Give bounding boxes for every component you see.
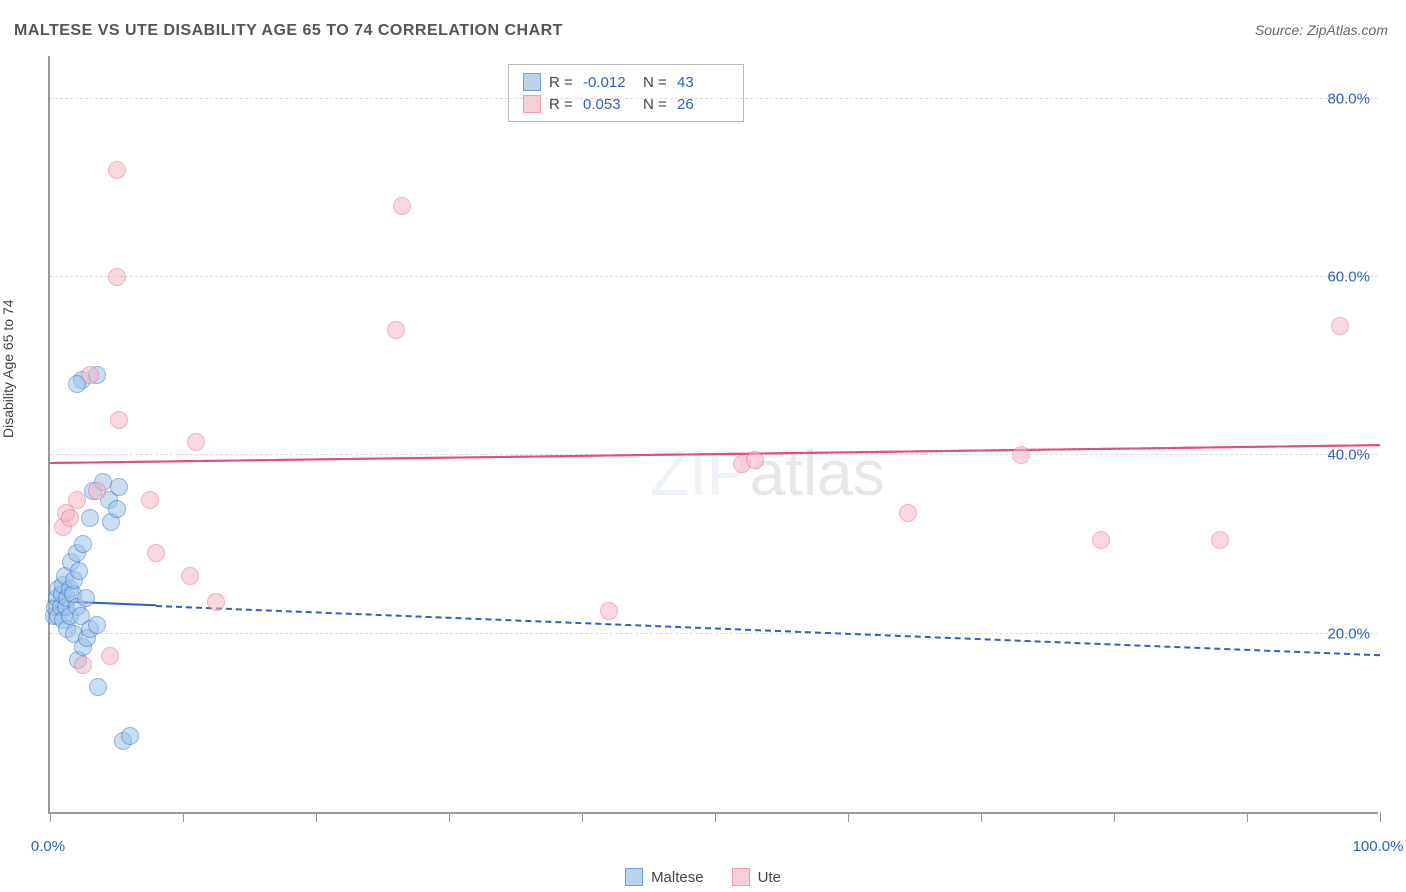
data-point xyxy=(108,268,126,286)
y-axis-label: Disability Age 65 to 74 xyxy=(0,299,16,438)
chart-title: MALTESE VS UTE DISABILITY AGE 65 TO 74 C… xyxy=(14,22,563,40)
source-label: Source: ZipAtlas.com xyxy=(1255,22,1388,38)
data-point xyxy=(746,451,764,469)
x-tick xyxy=(1247,812,1248,822)
data-point xyxy=(68,491,86,509)
data-point xyxy=(1211,531,1229,549)
data-point xyxy=(387,321,405,339)
data-point xyxy=(207,593,225,611)
x-tick xyxy=(449,812,450,822)
data-point xyxy=(74,656,92,674)
data-point xyxy=(1092,531,1110,549)
gridline xyxy=(50,98,1378,99)
x-tick xyxy=(981,812,982,822)
data-point xyxy=(61,509,79,527)
data-point xyxy=(108,161,126,179)
data-point xyxy=(108,500,126,518)
data-point xyxy=(70,562,88,580)
x-tick-label: 100.0% xyxy=(1353,838,1404,855)
x-tick xyxy=(50,812,51,822)
legend-text: N = xyxy=(643,74,669,91)
data-point xyxy=(181,567,199,585)
gridline xyxy=(50,276,1378,277)
trend-line xyxy=(156,605,1380,656)
x-tick xyxy=(1380,812,1381,822)
data-point xyxy=(393,197,411,215)
legend-text: R = xyxy=(549,74,575,91)
y-tick-label: 60.0% xyxy=(1327,268,1370,285)
data-point xyxy=(74,535,92,553)
data-point xyxy=(600,602,618,620)
x-tick xyxy=(582,812,583,822)
data-point xyxy=(88,482,106,500)
data-point xyxy=(81,366,99,384)
legend-row: R =0.053N =26 xyxy=(523,93,729,115)
legend-label: Ute xyxy=(758,869,781,886)
data-point xyxy=(88,616,106,634)
data-point xyxy=(121,727,139,745)
x-tick xyxy=(848,812,849,822)
x-tick xyxy=(183,812,184,822)
legend-row: R = -0.012 N = 43 xyxy=(523,71,729,93)
legend-text: 43 xyxy=(677,74,729,91)
y-tick-label: 40.0% xyxy=(1327,447,1370,464)
data-point xyxy=(141,491,159,509)
gridline xyxy=(50,633,1378,634)
y-tick-label: 80.0% xyxy=(1327,90,1370,107)
series-legend-item: Maltese xyxy=(625,868,704,886)
x-tick xyxy=(715,812,716,822)
data-point xyxy=(187,433,205,451)
correlation-legend: R = -0.012 N = 43 R =0.053N =26 xyxy=(508,64,744,122)
legend-text: -0.012 xyxy=(583,74,635,91)
series-legend-item: Ute xyxy=(732,868,781,886)
data-point xyxy=(110,411,128,429)
y-tick-label: 20.0% xyxy=(1327,625,1370,642)
legend-swatch xyxy=(732,868,750,886)
data-point xyxy=(110,478,128,496)
series-legend: Maltese Ute xyxy=(0,868,1406,886)
x-tick xyxy=(316,812,317,822)
x-tick-label: 0.0% xyxy=(31,838,65,855)
legend-swatch xyxy=(523,73,541,91)
watermark: ZIPatlas xyxy=(650,436,885,510)
data-point xyxy=(1331,317,1349,335)
data-point xyxy=(1012,446,1030,464)
data-point xyxy=(899,504,917,522)
legend-swatch xyxy=(625,868,643,886)
data-point xyxy=(101,647,119,665)
scatter-plot: R = -0.012 N = 43 R =0.053N =26 ZIPatlas 20.… xyxy=(48,56,1378,814)
data-point xyxy=(89,678,107,696)
x-tick xyxy=(1114,812,1115,822)
data-point xyxy=(147,544,165,562)
data-point xyxy=(77,589,95,607)
data-point xyxy=(81,509,99,527)
legend-label: Maltese xyxy=(651,869,704,886)
